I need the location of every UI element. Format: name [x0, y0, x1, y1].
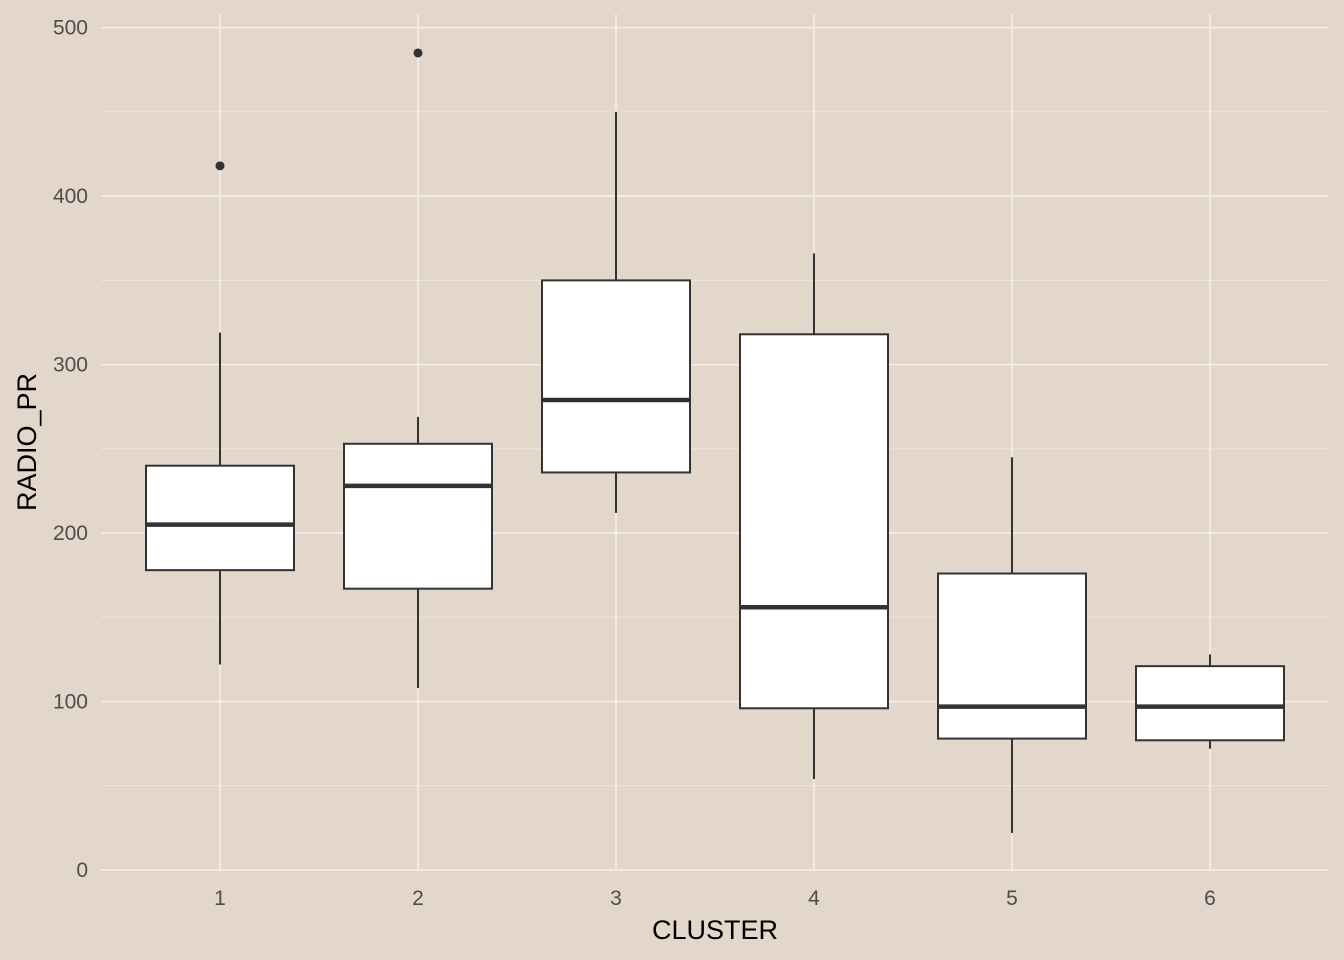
- box-iqr: [1135, 665, 1285, 742]
- y-tick-label: 300: [53, 354, 88, 377]
- y-tick-label: 400: [53, 185, 88, 208]
- box-iqr: [343, 442, 493, 590]
- box-cluster-1: [145, 161, 295, 665]
- outlier-point: [215, 161, 225, 171]
- grid-lines: [101, 14, 1328, 871]
- x-axis-title: CLUSTER: [652, 915, 778, 945]
- box-iqr: [739, 333, 889, 710]
- x-tick-labels: 1 2 3 4 5 6: [214, 887, 1216, 910]
- box-iqr: [541, 279, 691, 474]
- x-tick-label: 6: [1204, 887, 1216, 910]
- y-tick-label: 500: [53, 17, 88, 40]
- outlier-point: [413, 48, 423, 58]
- box-cluster-4: [739, 253, 889, 780]
- box-cluster-6: [1135, 654, 1285, 749]
- x-tick-label: 1: [214, 887, 226, 910]
- x-tick-label: 4: [808, 887, 820, 910]
- x-tick-label: 5: [1006, 887, 1018, 910]
- x-tick-label: 2: [412, 887, 424, 910]
- box-iqr: [145, 464, 295, 572]
- box-iqr: [937, 572, 1087, 740]
- box-cluster-5: [937, 457, 1087, 833]
- box-cluster-2: [343, 48, 493, 689]
- y-tick-label: 0: [76, 859, 88, 882]
- x-tick-label: 3: [610, 887, 622, 910]
- y-tick-label: 200: [53, 522, 88, 545]
- y-axis-title: RADIO_PR: [12, 373, 42, 511]
- y-tick-labels: 0 100 200 300 400 500: [53, 17, 88, 882]
- box-cluster-3: [541, 111, 691, 513]
- boxes: [145, 48, 1285, 833]
- y-tick-label: 100: [53, 691, 88, 714]
